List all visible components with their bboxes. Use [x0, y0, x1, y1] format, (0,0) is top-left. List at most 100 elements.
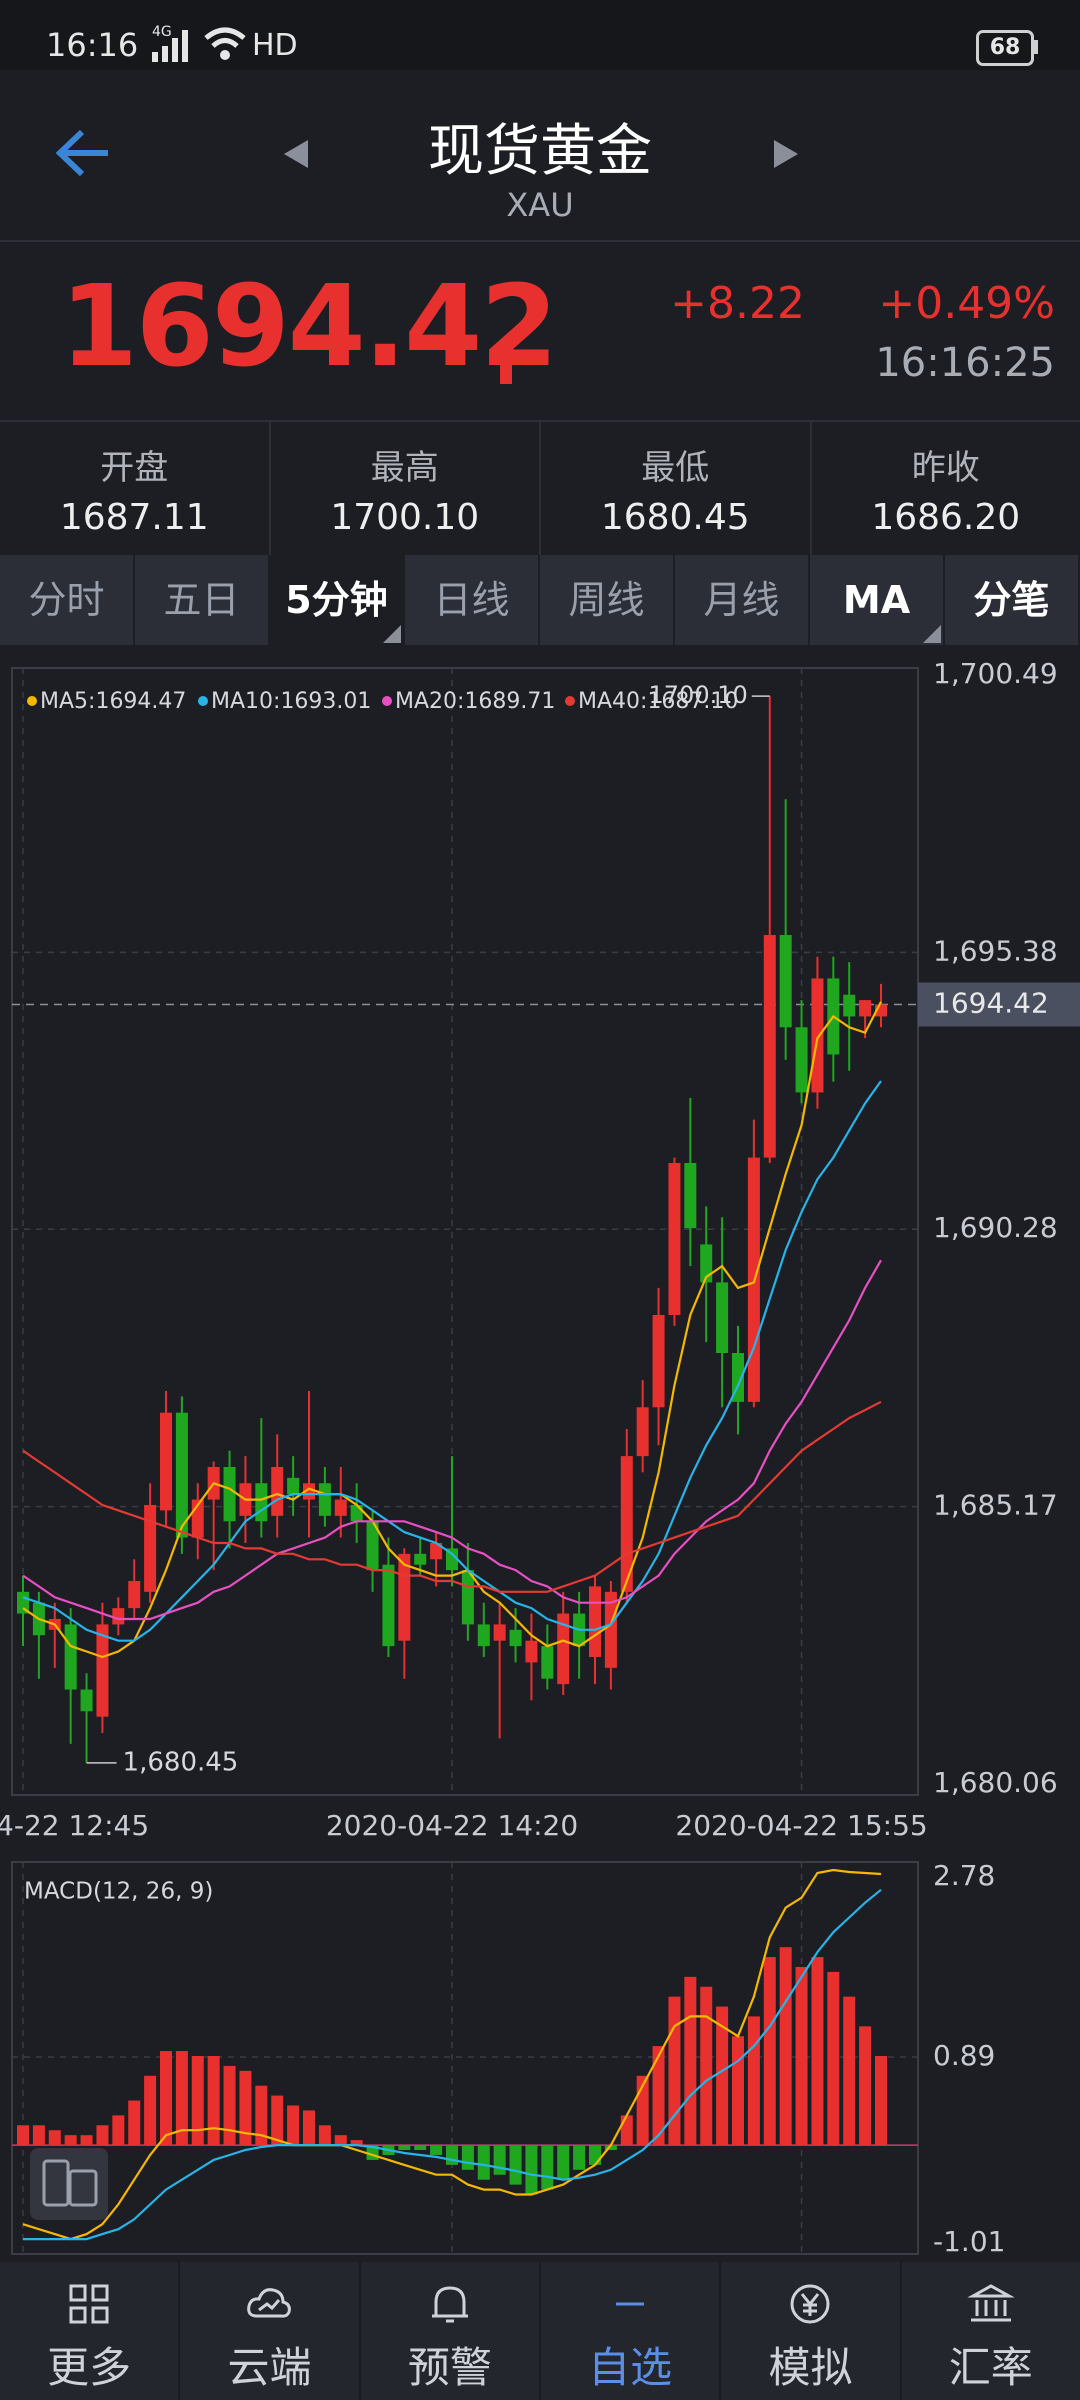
- last-price-label: 1694.42: [933, 986, 1049, 1019]
- stat-cell: 最高 1700.10: [271, 422, 541, 555]
- nav-icon: [69, 2284, 109, 2324]
- low-marker-label: 1,680.45: [123, 1747, 239, 1777]
- macd-bar: [779, 1947, 792, 2146]
- macd-bar: [446, 2145, 458, 2165]
- battery: 68: [976, 30, 1034, 66]
- candle-body: [700, 1244, 713, 1283]
- candle-body: [604, 1591, 617, 1668]
- candle-body: [430, 1542, 443, 1560]
- high-marker-label: 1700.10: [649, 681, 748, 709]
- stat-cell: 昨收 1686.20: [812, 422, 1080, 555]
- last-price-tag: [918, 982, 1080, 1027]
- nav-item[interactable]: 云端: [180, 2262, 361, 2400]
- signal-icon: [152, 30, 188, 62]
- tab[interactable]: 五日: [135, 555, 270, 645]
- nav-icon: [616, 2302, 645, 2306]
- macd-bar: [112, 2115, 125, 2146]
- y-tick-label: 0.89: [933, 2039, 995, 2072]
- tab[interactable]: 日线: [405, 555, 540, 645]
- y-tick-label: 1,700.49: [933, 657, 1058, 690]
- macd-bar: [747, 2016, 760, 2146]
- nav-item[interactable]: 模拟: [721, 2262, 902, 2400]
- candle-body: [160, 1412, 172, 1511]
- price-change-percent: +0.49%: [878, 278, 1055, 329]
- stat-value: 1700.10: [330, 497, 480, 538]
- battery-tip: [1033, 40, 1038, 54]
- tab[interactable]: 月线: [675, 555, 810, 645]
- header: 现货黄金 XAU: [0, 70, 1080, 242]
- price-change: +8.22: [670, 278, 805, 329]
- candle-body: [366, 1521, 379, 1571]
- legend-dot: [27, 696, 37, 706]
- nav-item[interactable]: 更多: [0, 2262, 181, 2400]
- nav-label: 汇率: [948, 2343, 1033, 2392]
- hd-indicator: HD: [252, 28, 298, 63]
- candle-body: [843, 994, 856, 1017]
- candle-body: [287, 1477, 300, 1495]
- macd-bar: [668, 1996, 681, 2146]
- legend-label: MA40:1687.10: [578, 689, 738, 714]
- macd-line: [23, 1888, 882, 2241]
- nav-item[interactable]: 汇率: [902, 2262, 1080, 2400]
- tab-corner: [923, 625, 941, 643]
- tab[interactable]: 分时: [0, 555, 135, 645]
- layout-toggle[interactable]: [30, 2148, 108, 2220]
- macd-bar: [414, 2145, 427, 2151]
- stat-value: 1680.45: [600, 497, 750, 538]
- macd-bar: [700, 1986, 713, 2146]
- network-type: 4G: [152, 24, 172, 40]
- macd-bar: [716, 2006, 729, 2146]
- x-tick-label: 2020-04-22 15:55: [675, 1809, 927, 1842]
- y-tick-label: 1,680.06: [933, 1766, 1058, 1799]
- candle-body: [716, 1282, 729, 1353]
- y-tick-label: -1.01: [933, 2225, 1005, 2258]
- nav-item[interactable]: 预警: [361, 2262, 541, 2400]
- stats-row: 开盘 1687.11 最高 1700.10 最低 1680.45 昨收 1686.20: [0, 422, 1080, 555]
- candle-body: [636, 1407, 649, 1457]
- last-price: 1694.42: [60, 262, 558, 392]
- y-tick-label: 1,695.38: [933, 934, 1058, 967]
- candle-body: [446, 1548, 458, 1571]
- candle-body: [414, 1553, 427, 1565]
- status-bar: 16:16 4G HD 68: [0, 0, 1080, 70]
- stat-value: 1686.20: [871, 497, 1021, 538]
- macd-bar: [541, 2145, 554, 2190]
- legend-label: MA10:1693.01: [211, 689, 371, 714]
- candle-body: [477, 1624, 490, 1647]
- tab[interactable]: 5分钟: [270, 555, 405, 645]
- macd-bar: [763, 1957, 776, 2146]
- candle-body: [684, 1163, 697, 1229]
- macd-bar: [859, 2026, 872, 2146]
- main-chart-frame: [11, 667, 919, 1796]
- back-button[interactable]: [56, 128, 112, 178]
- macd-bar: [461, 2145, 474, 2170]
- next-button[interactable]: [770, 138, 802, 170]
- nav-label: 预警: [407, 2343, 492, 2392]
- candle-body: [175, 1412, 188, 1538]
- prev-button[interactable]: [280, 138, 312, 170]
- candle-body: [271, 1466, 284, 1516]
- macd-bar: [17, 2125, 29, 2146]
- macd-bar: [827, 1971, 840, 2146]
- macd-bar: [223, 2065, 236, 2146]
- macd-bar: [128, 2100, 141, 2146]
- y-tick-label: 2.78: [933, 1859, 995, 1892]
- macd-bar: [160, 2051, 172, 2146]
- candle-body: [620, 1456, 633, 1592]
- tab[interactable]: 分笔: [945, 555, 1080, 645]
- candle-body: [875, 1004, 887, 1017]
- candle-body: [652, 1314, 665, 1408]
- tab-corner: [383, 625, 401, 643]
- macd-bar: [48, 2130, 61, 2146]
- macd-bar: [350, 2140, 363, 2146]
- stat-label: 最高: [370, 448, 439, 488]
- tab[interactable]: 周线: [540, 555, 675, 645]
- candle-body: [80, 1689, 93, 1712]
- macd-chart-frame: [11, 1861, 919, 2255]
- ma-line: [22, 1001, 882, 1659]
- candle-body: [128, 1580, 141, 1609]
- candle-body: [350, 1504, 363, 1522]
- macd-title: MACD(12, 26, 9): [24, 1879, 213, 1905]
- nav-item[interactable]: 自选: [541, 2262, 722, 2400]
- tab[interactable]: MA: [810, 555, 945, 645]
